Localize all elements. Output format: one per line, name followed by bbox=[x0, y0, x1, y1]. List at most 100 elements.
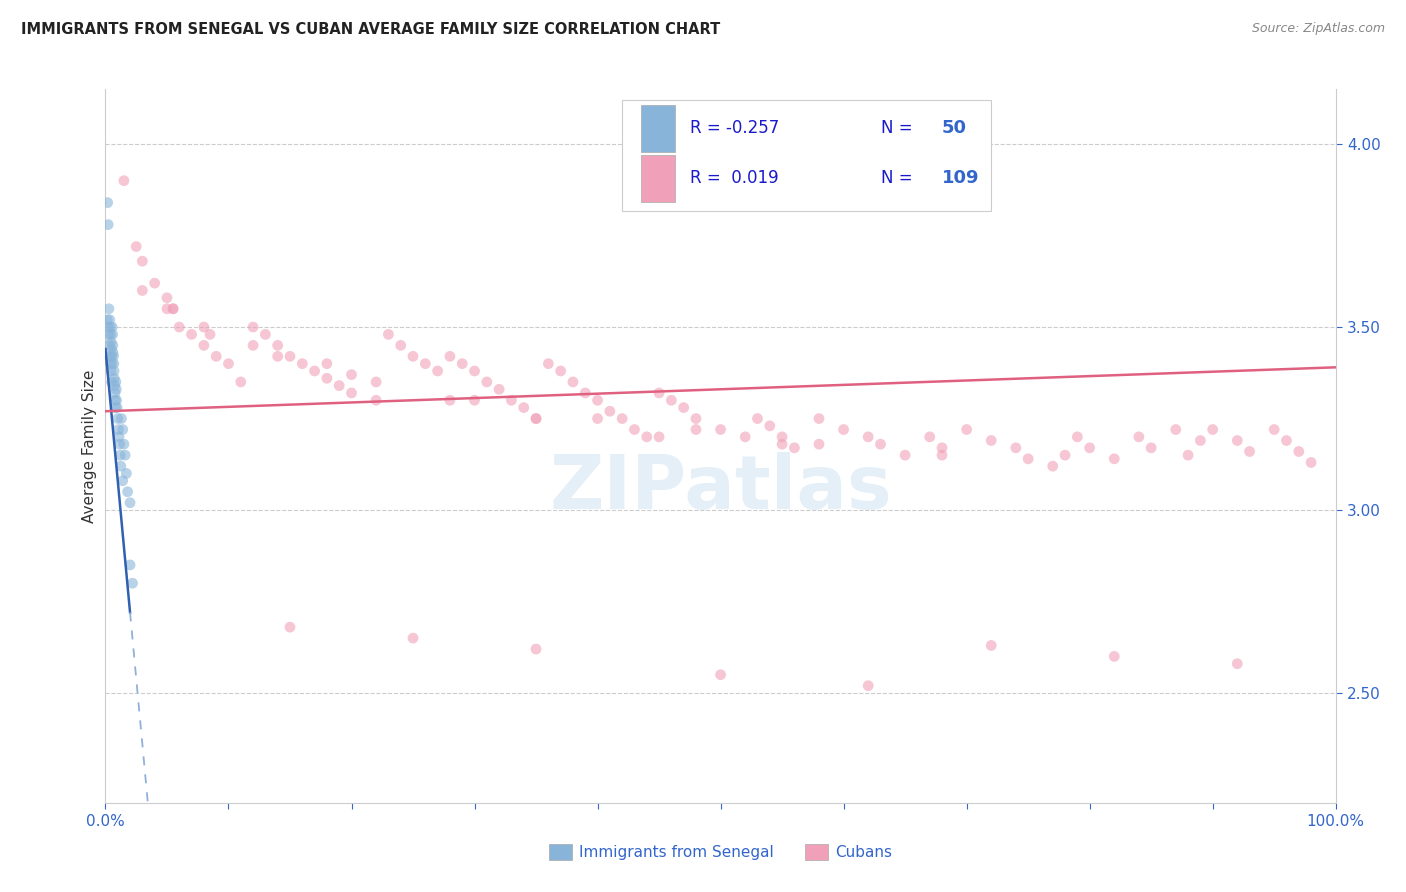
Point bbox=[104, 378, 127, 392]
FancyBboxPatch shape bbox=[641, 105, 675, 152]
Point bbox=[464, 393, 486, 408]
Point bbox=[931, 441, 953, 455]
Point bbox=[242, 320, 264, 334]
Point bbox=[439, 349, 461, 363]
Point bbox=[111, 423, 134, 437]
Point bbox=[110, 411, 132, 425]
Point bbox=[107, 411, 129, 425]
Point bbox=[101, 357, 124, 371]
Point bbox=[858, 430, 880, 444]
Point bbox=[586, 393, 609, 408]
Point bbox=[1226, 434, 1249, 448]
Point bbox=[103, 364, 125, 378]
Legend: Immigrants from Senegal, Cubans: Immigrants from Senegal, Cubans bbox=[543, 838, 898, 866]
Text: N =: N = bbox=[880, 169, 912, 187]
Point bbox=[1201, 423, 1223, 437]
Point bbox=[1177, 448, 1199, 462]
Point bbox=[115, 467, 138, 481]
Point bbox=[97, 218, 120, 232]
Point bbox=[328, 378, 350, 392]
Point bbox=[105, 393, 128, 408]
Point bbox=[112, 174, 135, 188]
Point bbox=[488, 382, 510, 396]
Text: 109: 109 bbox=[942, 169, 980, 187]
Point bbox=[612, 411, 634, 425]
Point bbox=[636, 430, 658, 444]
Point bbox=[218, 357, 240, 371]
Point bbox=[1288, 444, 1310, 458]
Point bbox=[1275, 434, 1298, 448]
FancyBboxPatch shape bbox=[641, 155, 675, 202]
Point bbox=[980, 639, 1002, 653]
Point bbox=[672, 401, 695, 415]
Point bbox=[439, 393, 461, 408]
Point bbox=[869, 437, 891, 451]
Point bbox=[1104, 649, 1126, 664]
Point bbox=[451, 357, 474, 371]
Point bbox=[100, 375, 122, 389]
Point bbox=[105, 382, 128, 396]
Point bbox=[1104, 451, 1126, 466]
Point bbox=[524, 411, 547, 425]
Point bbox=[1066, 430, 1088, 444]
Point bbox=[117, 484, 139, 499]
Point bbox=[747, 411, 769, 425]
Point bbox=[278, 349, 301, 363]
Point bbox=[770, 437, 793, 451]
Y-axis label: Average Family Size: Average Family Size bbox=[82, 369, 97, 523]
Point bbox=[110, 459, 132, 474]
Point bbox=[97, 301, 120, 316]
Point bbox=[513, 401, 536, 415]
Point bbox=[101, 338, 124, 352]
Point bbox=[1004, 441, 1026, 455]
Point bbox=[475, 375, 498, 389]
Point bbox=[169, 320, 191, 334]
Point bbox=[1054, 448, 1077, 462]
Point bbox=[315, 371, 337, 385]
Point bbox=[143, 276, 166, 290]
Point bbox=[104, 375, 127, 389]
Point bbox=[426, 364, 449, 378]
Text: R =  0.019: R = 0.019 bbox=[690, 169, 779, 187]
Point bbox=[562, 375, 585, 389]
Point bbox=[120, 558, 141, 572]
Point bbox=[278, 620, 301, 634]
Point bbox=[759, 418, 782, 433]
Point bbox=[97, 327, 120, 342]
Point bbox=[156, 301, 179, 316]
Text: IMMIGRANTS FROM SENEGAL VS CUBAN AVERAGE FAMILY SIZE CORRELATION CHART: IMMIGRANTS FROM SENEGAL VS CUBAN AVERAGE… bbox=[21, 22, 720, 37]
Point bbox=[389, 338, 412, 352]
Point bbox=[807, 411, 830, 425]
Point bbox=[98, 338, 121, 352]
Point bbox=[1017, 451, 1039, 466]
Point bbox=[304, 364, 326, 378]
Point bbox=[131, 254, 153, 268]
Point bbox=[980, 434, 1002, 448]
Point bbox=[103, 357, 125, 371]
Point bbox=[315, 357, 337, 371]
Point bbox=[180, 327, 202, 342]
Point bbox=[710, 423, 733, 437]
Text: ZIPatlas: ZIPatlas bbox=[550, 452, 891, 525]
FancyBboxPatch shape bbox=[621, 100, 991, 211]
Point bbox=[193, 338, 215, 352]
Point bbox=[103, 371, 125, 385]
Point bbox=[807, 437, 830, 451]
Point bbox=[524, 411, 547, 425]
Point bbox=[242, 338, 264, 352]
Point bbox=[98, 312, 121, 326]
Point bbox=[162, 301, 184, 316]
Point bbox=[734, 430, 756, 444]
Point bbox=[1140, 441, 1163, 455]
Point bbox=[464, 364, 486, 378]
Point bbox=[98, 320, 121, 334]
Point bbox=[537, 357, 560, 371]
Point bbox=[101, 320, 124, 334]
Point bbox=[1301, 455, 1323, 469]
Point bbox=[858, 679, 880, 693]
Point bbox=[1042, 459, 1064, 474]
Point bbox=[254, 327, 277, 342]
Point bbox=[832, 423, 855, 437]
Point bbox=[402, 631, 425, 645]
Point bbox=[894, 448, 917, 462]
